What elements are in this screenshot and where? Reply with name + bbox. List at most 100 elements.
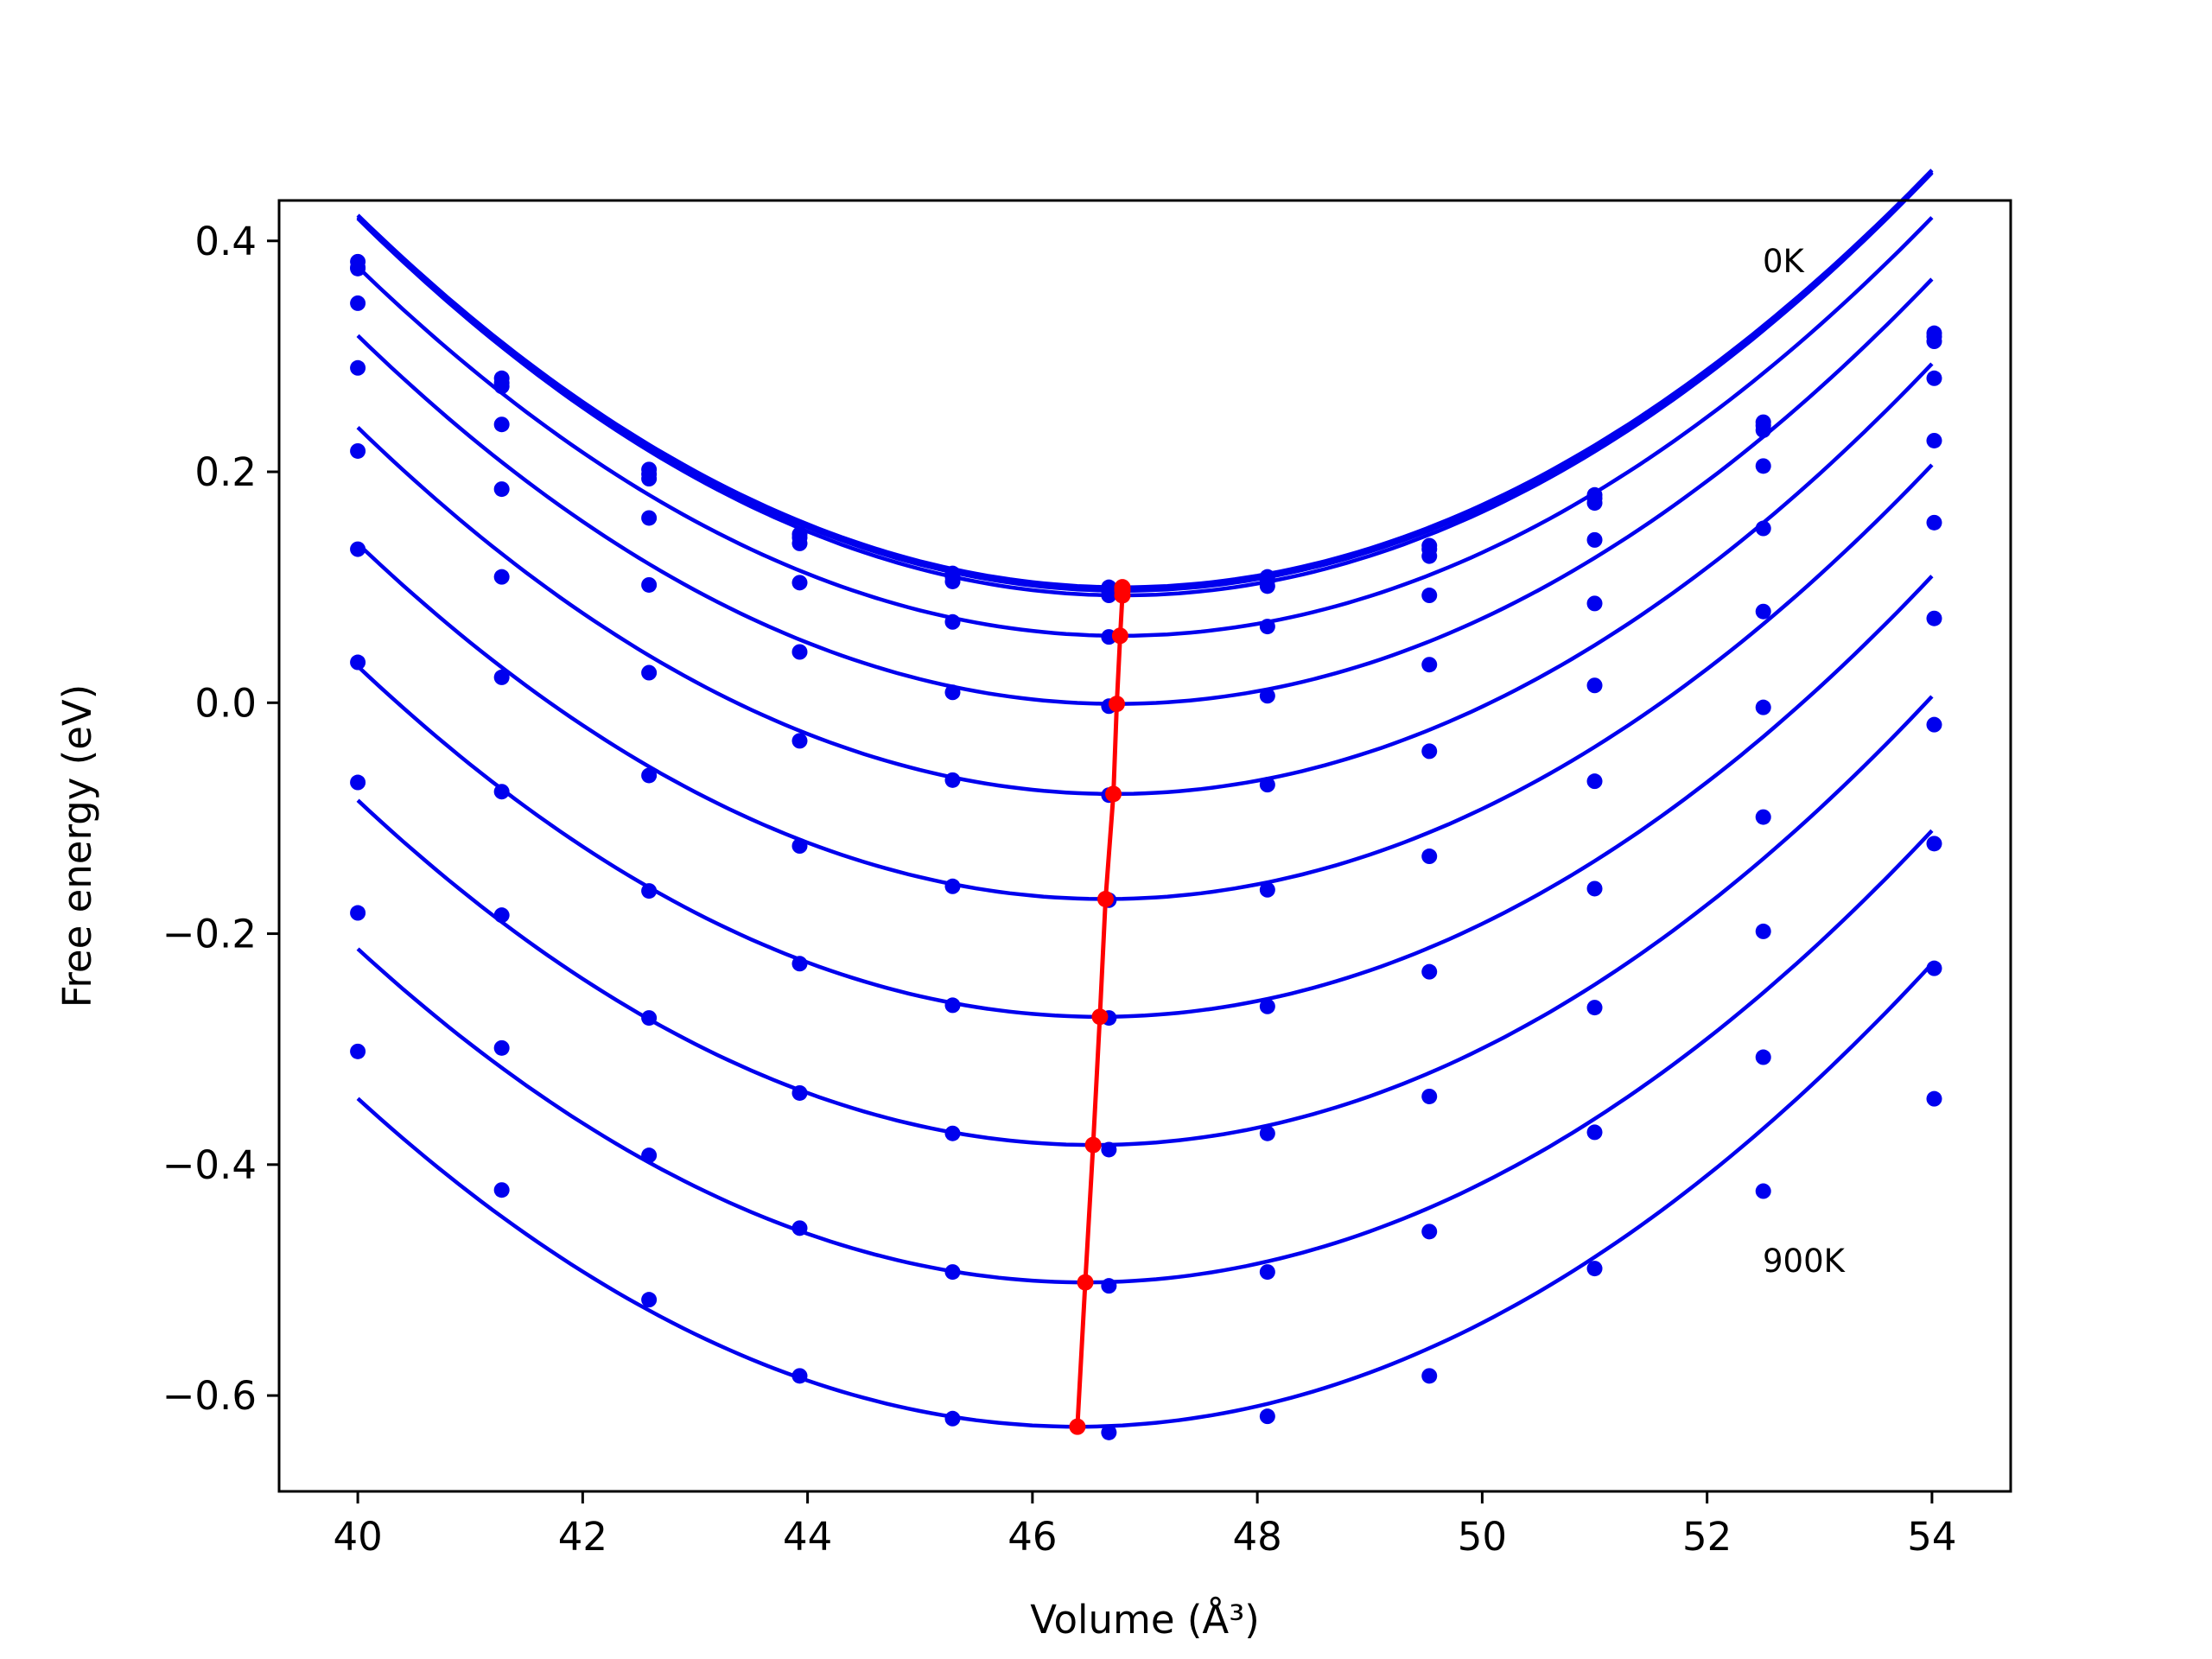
- data-point: [1259, 1264, 1275, 1281]
- data-point: [641, 883, 658, 899]
- fit-curve-3: [356, 216, 1934, 639]
- plot-layer: [350, 168, 1942, 1440]
- minimum-point: [1105, 785, 1122, 803]
- data-point: [1926, 836, 1942, 852]
- data-point: [641, 767, 658, 784]
- data-point: [1421, 849, 1438, 865]
- fit-curve-6: [356, 463, 1934, 901]
- minimum-point: [1108, 696, 1125, 713]
- data-point: [1421, 548, 1438, 564]
- fit-curve-2: [356, 171, 1934, 598]
- data-point: [944, 573, 961, 589]
- fit-curve-9: [356, 829, 1934, 1285]
- data-point: [641, 1292, 658, 1308]
- x-tick-label: 42: [558, 1514, 607, 1560]
- data-point: [944, 613, 961, 630]
- data-point: [1586, 495, 1603, 512]
- data-point: [791, 575, 808, 591]
- data-point: [1926, 370, 1942, 386]
- data-point: [350, 1043, 366, 1059]
- data-point: [641, 1010, 658, 1027]
- data-point: [350, 905, 366, 921]
- plot-frame: [277, 199, 2012, 1493]
- fit-curve-5: [356, 362, 1934, 797]
- data-point: [1259, 881, 1275, 898]
- data-point: [791, 1368, 808, 1384]
- data-point: [944, 878, 961, 894]
- x-axis-title: Volume (Å³): [1030, 1597, 1260, 1643]
- data-point: [641, 471, 658, 487]
- data-point: [1421, 963, 1438, 980]
- data-point: [1586, 531, 1603, 548]
- data-point: [493, 669, 510, 685]
- x-tick-label: 50: [1458, 1514, 1507, 1560]
- fit-curve-7: [356, 575, 1934, 1020]
- data-point: [944, 772, 961, 788]
- data-point: [791, 838, 808, 854]
- minimum-point: [1111, 627, 1128, 645]
- data-point: [944, 1264, 961, 1281]
- data-point: [493, 784, 510, 800]
- fit-curve-10: [356, 962, 1934, 1429]
- data-point: [791, 956, 808, 972]
- data-point: [641, 576, 658, 593]
- data-point: [1586, 677, 1603, 694]
- data-point: [493, 569, 510, 585]
- x-tick-label: 54: [1907, 1514, 1956, 1560]
- data-point: [1926, 610, 1942, 626]
- data-point: [350, 541, 366, 557]
- data-point: [493, 907, 510, 924]
- data-point: [1259, 688, 1275, 704]
- data-point: [1259, 1125, 1275, 1141]
- data-point: [1926, 334, 1942, 350]
- data-point: [350, 359, 366, 376]
- data-point: [944, 684, 961, 701]
- data-point: [944, 997, 961, 1014]
- data-point: [1101, 1424, 1117, 1440]
- data-point: [350, 442, 366, 459]
- minimum-point: [1084, 1136, 1102, 1154]
- data-point: [1421, 1088, 1438, 1104]
- data-point: [641, 664, 658, 681]
- data-point: [1421, 743, 1438, 760]
- minimum-point: [1114, 587, 1131, 604]
- data-point: [1755, 923, 1771, 939]
- data-point: [1586, 773, 1603, 790]
- data-point: [1926, 1090, 1942, 1107]
- minimum-point: [1069, 1418, 1086, 1435]
- data-point: [1755, 458, 1771, 474]
- data-point: [493, 481, 510, 498]
- y-tick-label: −0.6: [162, 1373, 257, 1419]
- data-point: [1101, 1141, 1117, 1158]
- data-point: [791, 733, 808, 749]
- data-point: [791, 1220, 808, 1236]
- minimum-point: [1077, 1274, 1094, 1291]
- data-point: [1421, 588, 1438, 604]
- data-point: [944, 1125, 961, 1141]
- y-tick-label: −0.4: [162, 1142, 257, 1188]
- data-point: [350, 295, 366, 311]
- data-point: [350, 654, 366, 671]
- data-point: [1259, 578, 1275, 594]
- data-point: [1586, 1124, 1603, 1141]
- data-point: [1755, 603, 1771, 620]
- data-point: [791, 535, 808, 551]
- data-point: [1926, 716, 1942, 733]
- data-point: [1586, 1261, 1603, 1277]
- data-point: [641, 510, 658, 526]
- x-tick-label: 52: [1682, 1514, 1732, 1560]
- y-tick-label: 0.4: [194, 219, 257, 264]
- fit-curve-4: [356, 277, 1934, 706]
- data-point: [641, 1147, 658, 1164]
- data-point: [1586, 880, 1603, 897]
- fit-curve-8: [356, 695, 1934, 1147]
- data-point: [1755, 1049, 1771, 1065]
- fit-curve-0: [356, 168, 1934, 589]
- data-point: [791, 1084, 808, 1101]
- data-point: [1421, 657, 1438, 673]
- data-point: [1259, 777, 1275, 793]
- annotation-0k: 0K: [1763, 243, 1806, 280]
- data-point: [1755, 1183, 1771, 1199]
- data-point: [1421, 1368, 1438, 1384]
